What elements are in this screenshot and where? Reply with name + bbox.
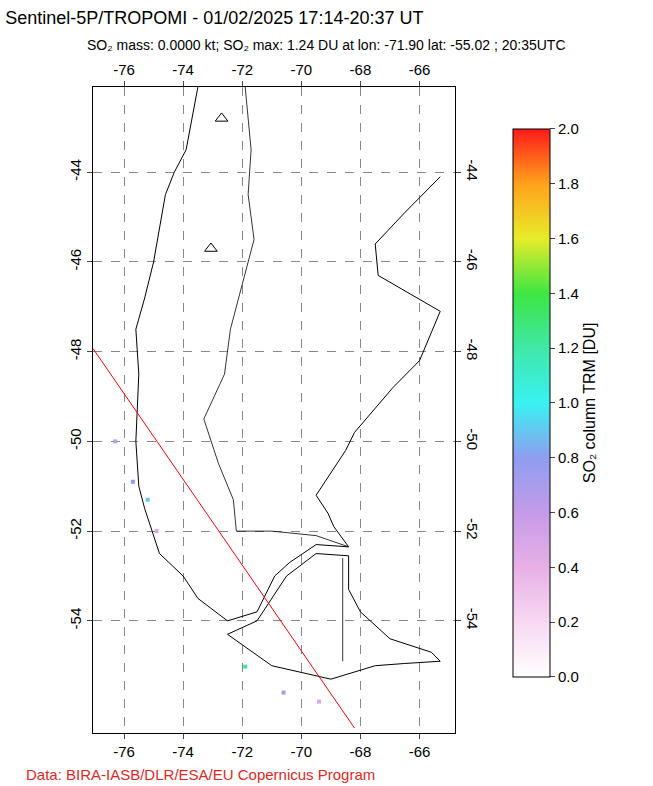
svg-text:-52: -52 bbox=[464, 518, 481, 540]
svg-text:-54: -54 bbox=[67, 608, 84, 630]
svg-text:-70: -70 bbox=[290, 743, 312, 760]
svg-text:0.4: 0.4 bbox=[558, 559, 579, 576]
svg-text:-54: -54 bbox=[464, 608, 481, 630]
svg-text:-66: -66 bbox=[409, 743, 431, 760]
svg-text:0.0: 0.0 bbox=[558, 668, 579, 685]
svg-text:-66: -66 bbox=[409, 61, 431, 78]
svg-text:-44: -44 bbox=[464, 159, 481, 181]
svg-text:-70: -70 bbox=[290, 61, 312, 78]
svg-text:-72: -72 bbox=[231, 61, 253, 78]
svg-text:2.0: 2.0 bbox=[558, 120, 579, 137]
svg-text:-74: -74 bbox=[172, 61, 194, 78]
svg-text:-50: -50 bbox=[464, 428, 481, 450]
svg-text:Data: BIRA-IASB/DLR/ESA/EU Cop: Data: BIRA-IASB/DLR/ESA/EU Copernicus Pr… bbox=[26, 766, 375, 783]
svg-text:-46: -46 bbox=[67, 249, 84, 271]
svg-text:1.4: 1.4 bbox=[558, 285, 579, 302]
svg-text:-44: -44 bbox=[67, 159, 84, 181]
svg-text:-74: -74 bbox=[172, 743, 194, 760]
svg-text:-72: -72 bbox=[231, 743, 253, 760]
svg-text:-68: -68 bbox=[350, 61, 372, 78]
svg-text:1.8: 1.8 bbox=[558, 175, 579, 192]
svg-text:-50: -50 bbox=[67, 428, 84, 450]
svg-text:-52: -52 bbox=[67, 518, 84, 540]
svg-text:0.8: 0.8 bbox=[558, 449, 579, 466]
svg-text:1.2: 1.2 bbox=[558, 339, 579, 356]
svg-text:SO₂ mass: 0.0000 kt; SO₂ max:: SO₂ mass: 0.0000 kt; SO₂ max: 1.24 DU at… bbox=[87, 37, 566, 53]
svg-text:1.0: 1.0 bbox=[558, 394, 579, 411]
svg-text:-76: -76 bbox=[113, 61, 135, 78]
svg-text:0.6: 0.6 bbox=[558, 504, 579, 521]
svg-text:-68: -68 bbox=[350, 743, 372, 760]
svg-text:-46: -46 bbox=[464, 249, 481, 271]
svg-text:-76: -76 bbox=[113, 743, 135, 760]
svg-text:SO₂ column TRM [DU]: SO₂ column TRM [DU] bbox=[581, 323, 598, 484]
svg-text:-48: -48 bbox=[464, 339, 481, 361]
svg-text:-48: -48 bbox=[67, 339, 84, 361]
svg-text:1.6: 1.6 bbox=[558, 230, 579, 247]
svg-text:Sentinel-5P/TROPOMI - 01/02/20: Sentinel-5P/TROPOMI - 01/02/2025 17:14-2… bbox=[5, 8, 423, 28]
svg-text:0.2: 0.2 bbox=[558, 613, 579, 630]
